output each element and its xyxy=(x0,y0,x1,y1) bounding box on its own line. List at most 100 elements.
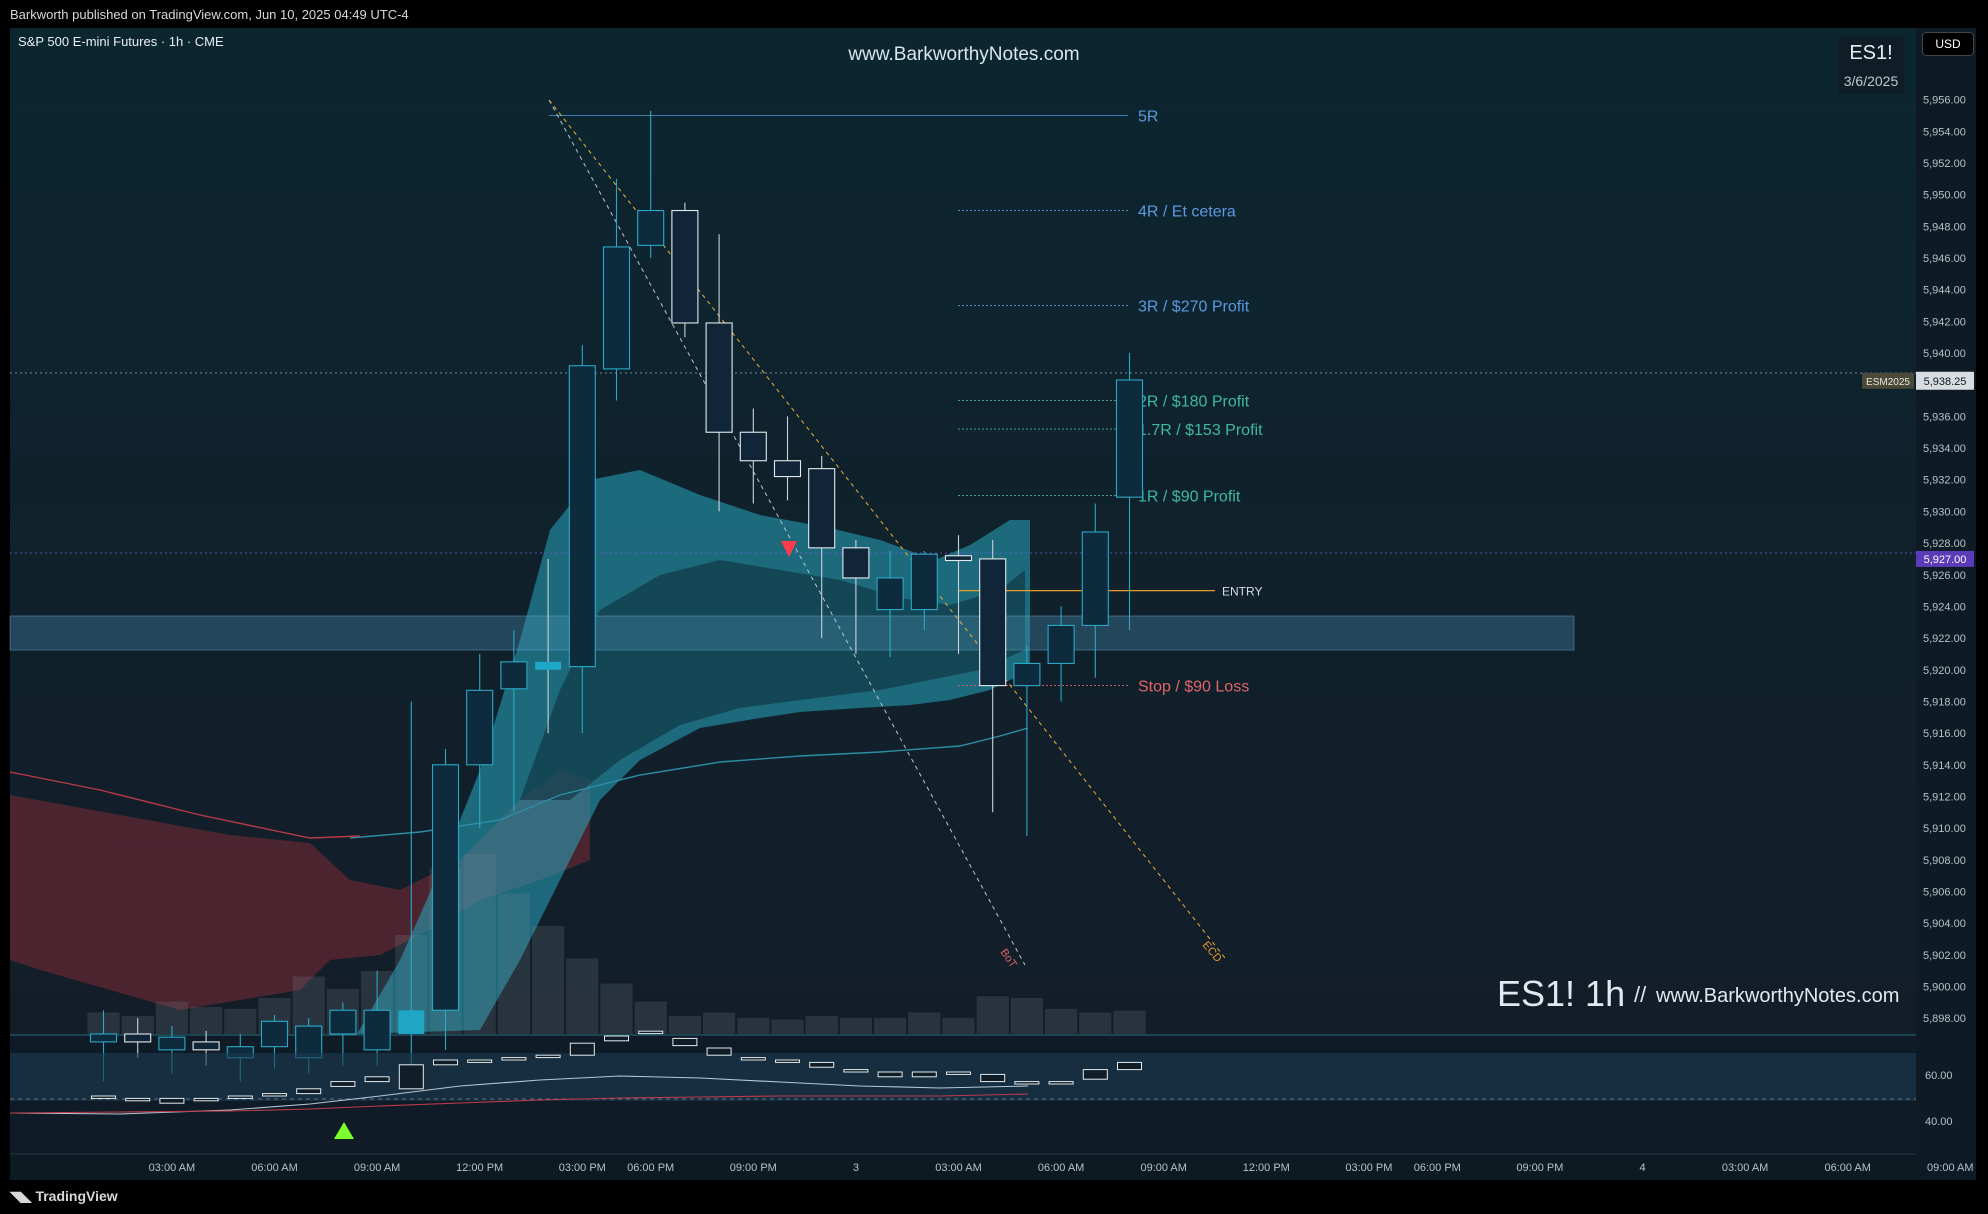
osc-candle xyxy=(1117,1061,1142,1071)
level-label: 1R / $90 Profit xyxy=(1138,489,1241,506)
osc-candle xyxy=(125,1097,151,1102)
time-tick: 06:00 AM xyxy=(1038,1162,1084,1174)
osc-candle xyxy=(296,1088,322,1095)
volume-bar xyxy=(942,1017,975,1034)
rr-levels: 5R 4R / Et cetera 3R / $270 Profit 2R / $18… xyxy=(549,109,1263,696)
volume-bar xyxy=(839,1017,872,1034)
ma-bands xyxy=(9,470,1030,1034)
candle-body xyxy=(260,1020,289,1048)
osc-candle xyxy=(740,1057,766,1061)
price-tick: 5,906.00 xyxy=(1923,886,1966,898)
price-tick: 5,926.00 xyxy=(1923,570,1966,582)
volume-bar xyxy=(976,996,1009,1034)
time-tick: 12:00 PM xyxy=(456,1162,503,1174)
tradingview-logo[interactable]: ◥◣ TradingView xyxy=(10,1188,118,1205)
watermark-site: www.BarkworthyNotes.com xyxy=(1655,985,1899,1007)
time-tick: 03:00 AM xyxy=(149,1162,195,1174)
price-axis: 5,956.00 5,954.00 5,952.00 5,950.00 5,948.00… xyxy=(1923,95,1966,1128)
volume-bar xyxy=(1113,1010,1146,1034)
candle-body xyxy=(773,460,802,478)
osc-candle xyxy=(91,1095,116,1099)
buy-signal-icon xyxy=(334,1122,354,1139)
price-tick: 5,942.00 xyxy=(1923,316,1966,328)
volume-bar xyxy=(908,1012,941,1034)
time-tick: 4 xyxy=(1639,1162,1645,1174)
level-label: 4R / Et cetera xyxy=(1138,204,1236,221)
price-tick: 5,940.00 xyxy=(1923,348,1966,360)
time-tick: 03:00 PM xyxy=(559,1162,606,1174)
candle-body xyxy=(158,1036,186,1051)
price-tick: 5,922.00 xyxy=(1923,633,1966,645)
volume-bar xyxy=(1010,998,1043,1034)
osc-signal-line xyxy=(9,1075,1029,1115)
osc-candle xyxy=(433,1059,458,1066)
candle-body xyxy=(705,322,733,433)
volume-bar xyxy=(224,1008,257,1034)
price-tick: 5,908.00 xyxy=(1923,855,1966,867)
time-tick: 09:00 AM xyxy=(1140,1162,1186,1174)
candle-body xyxy=(500,661,528,690)
osc-candle xyxy=(604,1035,629,1042)
osc-candle xyxy=(706,1047,732,1056)
price-tick: 5,916.00 xyxy=(1923,728,1966,740)
price-tick: 5,950.00 xyxy=(1923,190,1966,202)
time-tick: 03:00 AM xyxy=(935,1162,981,1174)
price-tick: 5,930.00 xyxy=(1923,506,1966,518)
osc-candle xyxy=(775,1059,800,1063)
volume-bar xyxy=(737,1017,770,1034)
price-tick: 5,934.00 xyxy=(1923,443,1966,455)
volume-bar xyxy=(703,1012,736,1034)
osc-candle xyxy=(193,1097,219,1102)
volume-bar xyxy=(1045,1008,1078,1034)
candle-body-strong xyxy=(398,1010,425,1034)
osc-candle xyxy=(569,1042,595,1056)
symbol-line: S&P 500 E-mini Futures · 1h · CME xyxy=(18,34,224,49)
time-axis: 03:00 AM 06:00 AM 09:00 AM 12:00 PM 03:00 PM… xyxy=(149,1162,1974,1174)
price-tick: 5,898.00 xyxy=(1923,1013,1966,1025)
osc-candle xyxy=(535,1054,561,1059)
level-label: 5R xyxy=(1138,109,1158,126)
osc-candle xyxy=(330,1081,356,1087)
time-tick: 06:00 PM xyxy=(627,1162,674,1174)
currency-button[interactable]: USD xyxy=(1922,32,1974,56)
osc-candle xyxy=(1014,1081,1040,1085)
volume-bar xyxy=(600,983,633,1034)
time-tick: 06:00 PM xyxy=(1414,1162,1461,1174)
level-label: 1.7R / $153 Profit xyxy=(1138,422,1263,439)
sell-signal-icon xyxy=(781,541,797,557)
support-zone xyxy=(9,615,1575,651)
time-tick: 03:00 PM xyxy=(1345,1162,1392,1174)
price-tick: 5,924.00 xyxy=(1923,601,1966,613)
price-tick: 5,914.00 xyxy=(1923,760,1966,772)
tv-logo-icon: ◥◣ xyxy=(10,1188,32,1204)
oscillator xyxy=(9,1030,1916,1115)
price-tick: 5,946.00 xyxy=(1923,253,1966,265)
osc-candle xyxy=(946,1071,971,1075)
osc-candle xyxy=(911,1071,937,1078)
osc-slow-line xyxy=(9,1093,1029,1114)
osc-tick: 60.00 xyxy=(1925,1070,1953,1082)
price-tick: 5,920.00 xyxy=(1923,665,1966,677)
level-label: Stop / $90 Loss xyxy=(1138,679,1249,696)
osc-candle xyxy=(638,1030,664,1035)
candle-body xyxy=(979,558,1007,687)
current-price-tag-bg xyxy=(1916,371,1974,390)
osc-candle xyxy=(809,1061,835,1068)
candles xyxy=(89,110,1144,1082)
time-tick: 03:00 AM xyxy=(1722,1162,1768,1174)
candle-body xyxy=(568,365,596,668)
footer-brand: TradingView xyxy=(35,1188,118,1204)
level-label: 2R / $180 Profit xyxy=(1138,394,1250,411)
candle-body xyxy=(910,553,938,611)
volume-bar xyxy=(566,958,599,1034)
current-price-tag: 5,938.25 xyxy=(1924,376,1967,388)
candle-body xyxy=(363,1009,391,1051)
publish-info: Barkworth published on TradingView.com, … xyxy=(10,7,409,22)
marker-price-tag: 5,927.00 xyxy=(1924,554,1967,566)
candle-body xyxy=(431,764,460,1011)
volume-bar xyxy=(463,854,496,1034)
volume-bar xyxy=(497,893,530,1034)
time-tick: 06:00 AM xyxy=(1824,1162,1870,1174)
osc-candle xyxy=(672,1037,698,1047)
